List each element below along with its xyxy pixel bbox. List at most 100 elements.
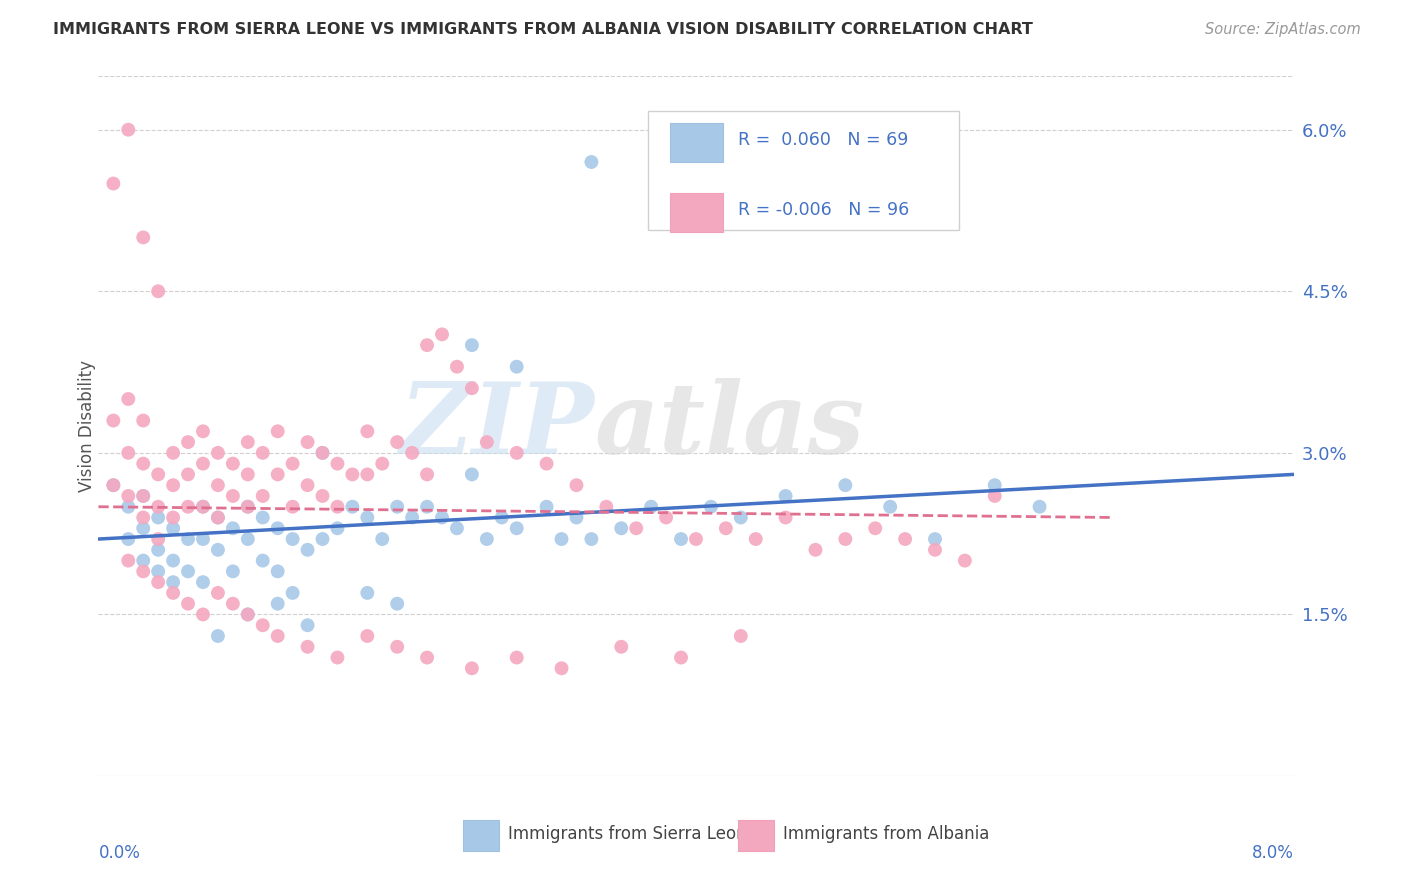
Point (894, 532, 917, 546)
Point (416, 650, 439, 665)
Point (132, 565, 155, 579)
Point (117, 553, 139, 567)
Text: R = -0.006   N = 96: R = -0.006 N = 96 (738, 202, 910, 219)
Point (297, 640, 319, 654)
Point (879, 500, 901, 514)
Point (148, 565, 170, 579)
Point (148, 575, 170, 590)
Point (281, 457, 304, 471)
Point (311, 532, 333, 546)
Point (132, 413, 155, 427)
Bar (738, 820, 773, 851)
Point (103, 413, 125, 427)
Point (297, 542, 319, 557)
Point (401, 446, 423, 460)
Point (610, 640, 633, 654)
Point (461, 381, 484, 395)
Point (804, 542, 827, 557)
Point (506, 359, 529, 374)
Point (132, 553, 155, 567)
Point (207, 510, 229, 524)
Point (103, 478, 125, 492)
Point (267, 521, 290, 535)
Point (236, 500, 259, 514)
Text: atlas: atlas (595, 377, 865, 475)
Point (297, 618, 319, 632)
Point (177, 565, 200, 579)
Point (311, 489, 333, 503)
Point (953, 553, 976, 567)
Point (536, 457, 558, 471)
Point (117, 392, 139, 406)
Point (640, 500, 662, 514)
Point (177, 532, 200, 546)
Point (924, 542, 946, 557)
Point (326, 457, 349, 471)
Point (132, 230, 155, 244)
Point (356, 629, 378, 643)
Point (132, 489, 155, 503)
Point (207, 446, 229, 460)
Point (132, 521, 155, 535)
Point (162, 510, 184, 524)
Point (207, 629, 229, 643)
Text: IMMIGRANTS FROM SIERRA LEONE VS IMMIGRANTS FROM ALBANIA VISION DISABILITY CORREL: IMMIGRANTS FROM SIERRA LEONE VS IMMIGRAN… (53, 22, 1033, 37)
Point (491, 510, 513, 524)
Point (267, 467, 290, 482)
Point (311, 446, 333, 460)
Point (207, 586, 229, 600)
Point (252, 489, 274, 503)
Point (207, 510, 229, 524)
Text: R =  0.060   N = 69: R = 0.060 N = 69 (738, 131, 908, 149)
Point (984, 489, 1007, 503)
Point (655, 510, 678, 524)
Point (356, 467, 378, 482)
Point (475, 532, 498, 546)
Text: Immigrants from Albania: Immigrants from Albania (783, 825, 990, 843)
Point (236, 500, 259, 514)
Point (191, 575, 214, 590)
Point (385, 500, 409, 514)
Point (117, 500, 139, 514)
Point (222, 489, 245, 503)
Point (626, 521, 648, 535)
Point (326, 521, 349, 535)
Point (252, 618, 274, 632)
Point (356, 586, 378, 600)
Point (207, 478, 229, 492)
Point (252, 553, 274, 567)
Text: 8.0%: 8.0% (1251, 844, 1294, 862)
Point (356, 510, 378, 524)
Point (775, 489, 797, 503)
Point (356, 425, 378, 439)
Point (401, 510, 423, 524)
FancyBboxPatch shape (648, 111, 959, 230)
Point (191, 532, 214, 546)
Point (745, 532, 768, 546)
Point (475, 435, 498, 450)
Point (132, 489, 155, 503)
Point (236, 532, 259, 546)
Y-axis label: Vision Disability: Vision Disability (79, 360, 96, 491)
Text: 0.0%: 0.0% (98, 844, 141, 862)
Point (236, 607, 259, 622)
Point (865, 521, 887, 535)
Point (236, 467, 259, 482)
Point (610, 521, 633, 535)
Point (281, 586, 304, 600)
Point (267, 629, 290, 643)
Point (177, 500, 200, 514)
Point (191, 607, 214, 622)
Point (446, 521, 468, 535)
Point (103, 177, 125, 191)
Point (371, 532, 394, 546)
Text: Source: ZipAtlas.com: Source: ZipAtlas.com (1205, 22, 1361, 37)
Point (191, 457, 214, 471)
Point (267, 565, 290, 579)
Point (685, 532, 707, 546)
Point (565, 478, 588, 492)
Point (103, 478, 125, 492)
Point (326, 650, 349, 665)
Point (148, 542, 170, 557)
Text: Immigrants from Sierra Leone: Immigrants from Sierra Leone (509, 825, 758, 843)
